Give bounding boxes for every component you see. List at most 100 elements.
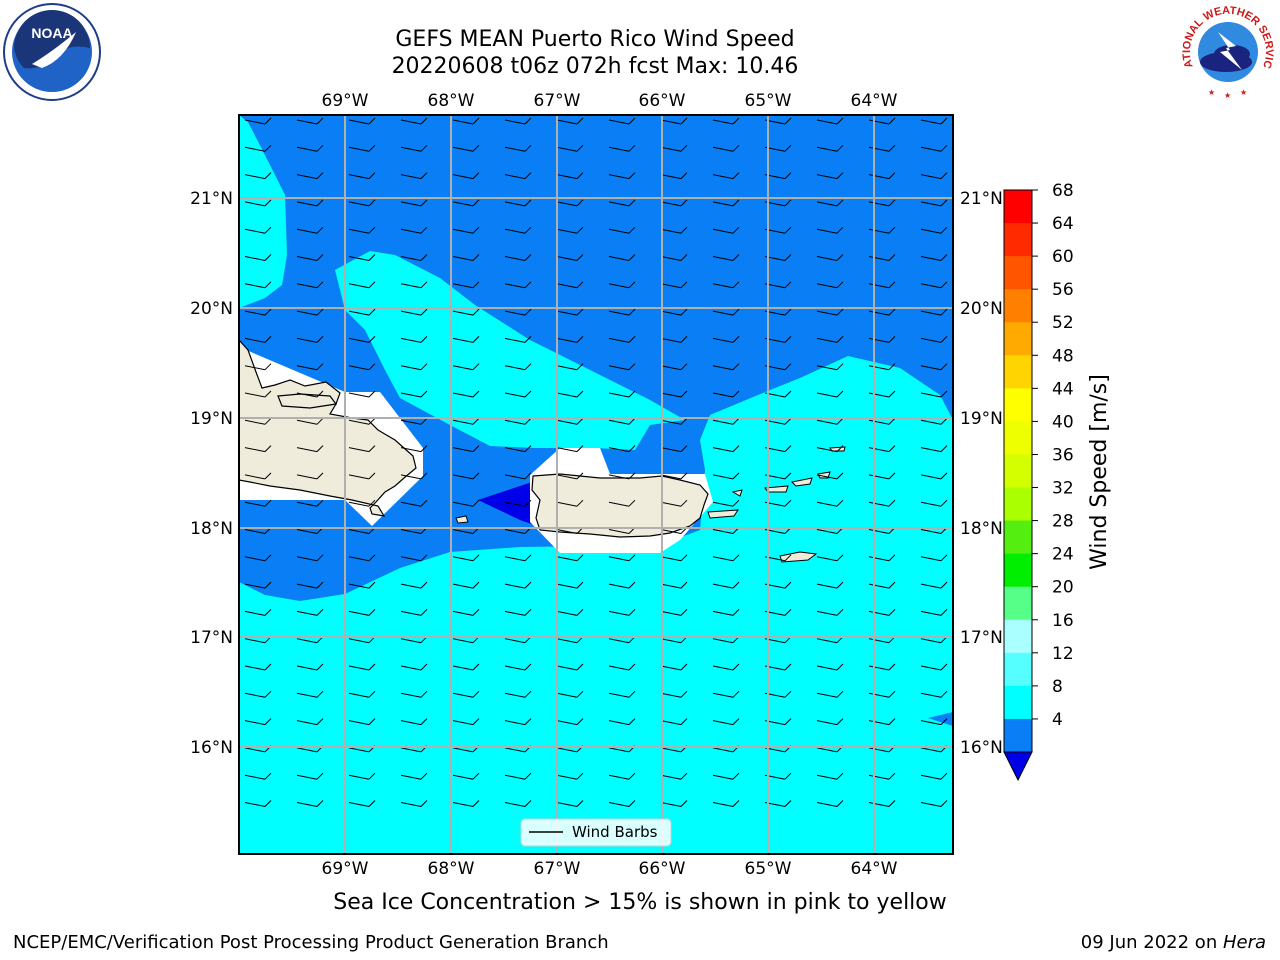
map-subtitle: 20220608 t06z 072h fcst Max: 10.46 <box>391 54 799 79</box>
wind-barb-icon <box>816 336 844 343</box>
wind-barb-icon <box>608 554 636 562</box>
wind-barb-icon <box>920 718 948 726</box>
colorbar-segment <box>1004 388 1032 422</box>
colorbar-tick-label: 4 <box>1052 710 1063 730</box>
wind-barb-icon <box>868 336 896 343</box>
wind-barb-icon <box>244 718 272 726</box>
wind-barb-icon <box>400 800 428 807</box>
wind-barb-icon <box>660 554 688 562</box>
lon-label-bottom: 68°W <box>428 859 475 879</box>
lon-label-top: 66°W <box>639 91 686 111</box>
wind-barb-icon <box>296 718 324 726</box>
wind-barb-icon <box>556 254 584 261</box>
colorbar: 68 64 60 56 52 48 44 40 36 32 28 24 20 16 12 8 4 <box>1003 181 1074 782</box>
wind-barb-icon <box>920 336 948 343</box>
wind-barb-icon <box>400 445 428 453</box>
wind-barb-icon <box>504 800 532 807</box>
wind-barb-icon <box>920 144 948 152</box>
colorbar-segment <box>1004 619 1032 654</box>
lon-label-bottom: 66°W <box>639 859 686 879</box>
wind-barb-icon <box>556 663 584 671</box>
colorbar-tick-label: 52 <box>1052 313 1074 333</box>
wind-barb-icon <box>920 308 948 316</box>
lat-label-right: 21°N <box>960 189 1003 209</box>
lat-label-left: 17°N <box>190 628 233 648</box>
wind-barb-icon <box>920 581 948 589</box>
wind-barb-icon <box>244 445 272 453</box>
lat-label-left: 21°N <box>190 189 233 209</box>
lat-label-right: 17°N <box>960 628 1003 648</box>
colorbar-segment <box>1004 223 1032 257</box>
lat-label-right: 18°N <box>960 519 1003 539</box>
wind-barb-icon <box>244 199 272 207</box>
wind-barb-icon <box>608 308 636 316</box>
wind-barb-icon <box>816 554 844 562</box>
colorbar-tick-label: 28 <box>1052 512 1074 532</box>
wind-barb-icon <box>868 281 896 289</box>
wind-barb-icon <box>296 144 324 152</box>
wind-barb-icon <box>348 609 376 616</box>
wind-barb-icon <box>348 472 376 480</box>
wind-barb-icon <box>556 445 584 453</box>
wind-barb-icon <box>244 390 272 398</box>
wind-barb-icon <box>400 417 428 425</box>
wind-barb-icon <box>348 226 376 234</box>
wind-barb-icon <box>920 663 948 671</box>
wind-barb-icon <box>868 800 896 807</box>
wind-barb-icon <box>504 663 532 671</box>
wind-barb-icon <box>868 117 896 125</box>
wind-barb-icon <box>504 445 532 453</box>
lon-label-bottom: 64°W <box>851 859 898 879</box>
plot-frame <box>238 114 954 855</box>
wind-barb-icon <box>296 308 324 316</box>
wind-barb-icon <box>608 226 636 234</box>
wind-barb-icon <box>660 390 688 398</box>
wind-barb-icon <box>556 172 584 180</box>
wind-barb-icon <box>452 609 480 616</box>
colorbar-segment <box>1004 685 1032 720</box>
colorbar-tick-label: 16 <box>1052 611 1074 631</box>
wind-barb-icon <box>920 172 948 180</box>
wind-barb-icon <box>348 445 376 453</box>
wind-barb-icon <box>452 172 480 180</box>
wind-barb-icon <box>920 445 948 453</box>
wind-barb-icon <box>348 172 376 180</box>
wind-barb-icon <box>244 581 272 589</box>
wind-barb-icon <box>608 117 636 125</box>
wind-barb-icon <box>504 199 532 207</box>
legend-label: Wind Barbs <box>572 823 658 841</box>
colorbar-frame <box>1003 189 1033 753</box>
wind-barb-icon <box>452 417 480 425</box>
wind-barb-icon <box>608 172 636 180</box>
wind-barb-icon <box>608 417 636 425</box>
colorbar-tick-label: 32 <box>1052 479 1074 499</box>
wind-barb-icon <box>452 800 480 807</box>
wind-barb-icon <box>868 308 896 316</box>
wind-barb-icon <box>452 254 480 261</box>
wind-barb-icon <box>608 499 636 507</box>
wind-barb-icon <box>712 499 740 507</box>
wind-barb-icon <box>608 390 636 398</box>
wind-barb-icon <box>296 417 324 425</box>
land-st-croix <box>779 551 818 563</box>
wind-barb-icon <box>244 117 272 125</box>
wind-barb-icon <box>348 390 376 398</box>
colorbar-segment <box>1004 586 1032 621</box>
wind-barb-icon <box>348 499 376 507</box>
wind-barb-icon <box>504 581 532 589</box>
wind-barb-icon <box>816 363 844 371</box>
wind-barb-icon <box>348 117 376 125</box>
speed-fill-8-12-south <box>239 356 953 854</box>
speed-fill-8-12-center <box>335 251 685 450</box>
wind-barb-icon <box>504 609 532 616</box>
wind-barb-icon <box>244 690 272 698</box>
wind-barb-icon <box>400 581 428 589</box>
wind-barb-icon <box>816 117 844 125</box>
gridlines <box>239 115 953 854</box>
colorbar-tick-label: 20 <box>1052 578 1074 598</box>
wind-barb-icon <box>348 581 376 589</box>
wind-barb-icon <box>504 308 532 316</box>
wind-barb-icon <box>348 690 376 698</box>
wind-barb-icon <box>244 254 272 261</box>
wind-barb-icon <box>244 800 272 807</box>
